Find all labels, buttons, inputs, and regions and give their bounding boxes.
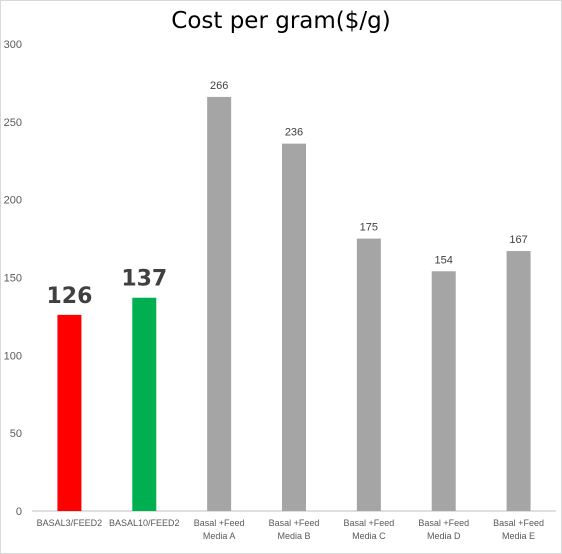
bar <box>207 96 232 511</box>
bar <box>57 314 82 511</box>
x-tick-label: Basal +Feed <box>343 518 394 528</box>
x-tick-label: Media E <box>502 531 535 541</box>
y-tick-label: 50 <box>10 428 22 440</box>
bar <box>506 251 531 511</box>
y-tick-label: 300 <box>4 39 22 51</box>
bar <box>356 238 381 512</box>
y-tick-label: 100 <box>4 350 22 362</box>
x-tick-label: Basal +Feed <box>194 518 245 528</box>
x-tick-label: Basal +Feed <box>493 518 544 528</box>
x-tick-label: Media A <box>203 531 236 541</box>
data-label: 266 <box>210 80 228 92</box>
data-label: 154 <box>435 254 453 266</box>
x-tick-label: BASAL10/FEED2 <box>109 518 180 528</box>
x-tick-label: Basal +Feed <box>418 518 469 528</box>
chart-title: Cost per gram($/g) <box>171 8 391 34</box>
bar <box>132 297 157 511</box>
data-label: 126 <box>46 284 92 309</box>
x-tick-label: Media B <box>277 531 310 541</box>
y-tick-label: 0 <box>16 506 22 518</box>
x-tick-label: Media D <box>427 531 461 541</box>
data-label: 236 <box>285 127 303 139</box>
y-tick-label: 200 <box>4 195 22 207</box>
x-tick-label: Media C <box>352 531 386 541</box>
bar <box>282 143 306 512</box>
x-tick-label: Basal +Feed <box>269 518 320 528</box>
x-tick-label: BASAL3/FEED2 <box>37 518 103 528</box>
y-tick-label: 250 <box>4 117 22 129</box>
data-label: 137 <box>121 267 167 292</box>
bar <box>431 271 456 511</box>
y-tick-label: 150 <box>4 273 22 285</box>
data-label: 175 <box>360 222 378 234</box>
data-label: 167 <box>509 234 527 246</box>
